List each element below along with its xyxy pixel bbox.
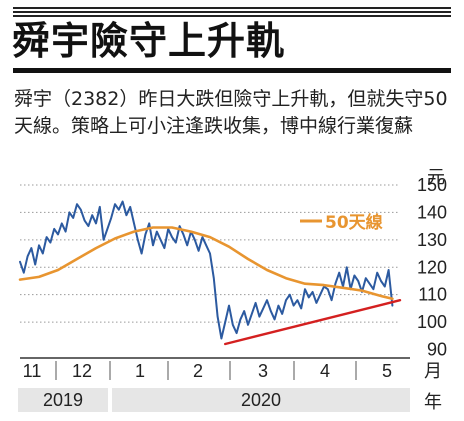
x-unit-label: 月 [424, 361, 442, 382]
x-tick-label-12: 12 [72, 361, 92, 381]
x-tick-label-1: 1 [135, 361, 145, 381]
y-tick-label-110: 110 [418, 285, 447, 305]
caption-text: 舜宇（2382）昨日大跌但險守上升軌，但就失守50天線。策略上可小注逢跌收集，博… [14, 88, 448, 137]
year-unit-label: 年 [424, 392, 442, 413]
header-stripe-rule [13, 7, 451, 17]
year-band-2020 [112, 388, 410, 412]
x-tick-label-11: 11 [23, 361, 42, 381]
legend-label-ma: 50天線 [325, 212, 383, 233]
year-band-2019 [18, 388, 108, 412]
x-tick-label-2: 2 [193, 361, 203, 381]
x-tick-label-4: 4 [320, 361, 330, 381]
series-line-price [19, 200, 394, 340]
year-label-2020: 2020 [241, 390, 281, 410]
y-tick-label-140: 140 [417, 202, 447, 222]
year-label-2019: 2019 [43, 390, 83, 410]
y-tick-label-100: 100 [417, 312, 447, 332]
series-line-ma [18, 226, 394, 301]
y-tick-label-90: 90 [427, 340, 447, 360]
series-line-trend [224, 299, 402, 346]
y-tick-label-120: 120 [417, 257, 447, 277]
x-tick-label-3: 3 [258, 361, 268, 381]
y-unit-label: 元 [427, 167, 445, 188]
y-tick-label-150: 150 [417, 175, 447, 195]
chart-plot: 50天線 [18, 200, 402, 346]
page-title: 舜宇險守上升軌 [12, 18, 286, 63]
title-underline [13, 68, 451, 73]
y-tick-label-130: 130 [417, 230, 447, 250]
chart-grid [20, 184, 400, 323]
x-tick-label-5: 5 [382, 361, 392, 381]
